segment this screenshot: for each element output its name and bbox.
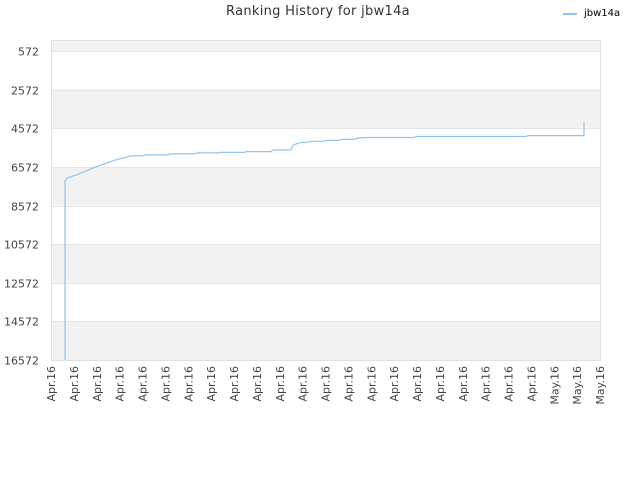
x-tick-label: Apr.16 [342, 366, 355, 402]
x-tick-label: Apr.16 [297, 366, 310, 402]
x-tick-label: Apr.16 [320, 366, 333, 402]
grid-band [51, 89, 600, 129]
x-tick-label: Apr.16 [365, 366, 378, 402]
x-tick-label: Apr.16 [91, 366, 104, 402]
y-tick-label: 14572 [4, 316, 39, 329]
grid-band [51, 166, 600, 206]
grid-band [51, 321, 600, 360]
x-tick-label: Apr.16 [251, 366, 264, 402]
x-tick-label: May.16 [548, 366, 561, 405]
y-tick-label: 572 [18, 46, 39, 59]
chart-title: Ranking History for jbw14a [226, 4, 410, 19]
x-tick-label: May.16 [594, 366, 607, 405]
grid-band [51, 244, 600, 283]
x-tick-label: Apr.16 [457, 366, 470, 402]
x-tick-label: Apr.16 [480, 366, 493, 402]
y-tick-label: 4572 [11, 123, 39, 136]
x-tick-label: Apr.16 [45, 366, 58, 402]
x-tick-label: Apr.16 [411, 366, 424, 402]
legend[interactable]: jbw14a [563, 8, 620, 19]
x-tick-label: Apr.16 [274, 366, 287, 402]
x-tick-label: Apr.16 [525, 366, 538, 402]
x-tick-label: Apr.16 [137, 366, 150, 402]
y-tick-label: 2572 [11, 85, 39, 98]
x-tick-label: Apr.16 [228, 366, 241, 402]
x-tick-label: Apr.16 [114, 366, 127, 402]
y-tick-label: 10572 [4, 239, 39, 252]
series-line [64, 122, 585, 360]
x-tick-label: Apr.16 [159, 366, 172, 402]
x-tick-label: May.16 [571, 366, 584, 405]
x-tick-label: Apr.16 [205, 366, 218, 402]
x-tick-label: Apr.16 [388, 366, 401, 402]
grid-band [51, 40, 600, 51]
plot-frame [51, 40, 601, 361]
y-tick-label: 12572 [4, 278, 39, 291]
y-tick-label: 6572 [11, 162, 39, 175]
legend-label: jbw14a [584, 8, 621, 19]
y-tick-label: 8572 [11, 201, 39, 214]
y-tick-label: 16572 [4, 355, 39, 368]
x-tick-label: Apr.16 [68, 366, 81, 402]
legend-swatch [563, 12, 577, 15]
x-tick-label: Apr.16 [434, 366, 447, 402]
x-tick-label: Apr.16 [503, 366, 516, 402]
x-tick-label: Apr.16 [182, 366, 195, 402]
